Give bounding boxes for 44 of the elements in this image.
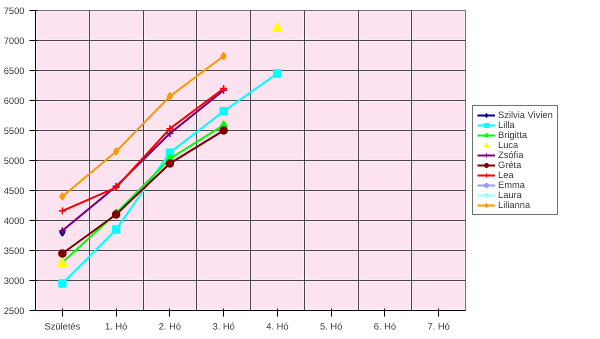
- point: [58, 249, 67, 258]
- y-tick-label: 2500: [4, 306, 25, 316]
- legend-label: Szilvia Vivien: [498, 110, 553, 120]
- y-tick-label: 4500: [4, 186, 25, 196]
- legend-label: Brigitta: [498, 130, 528, 140]
- y-tick-label: 7500: [4, 6, 25, 16]
- x-tick-label: 4. Hó: [266, 322, 289, 332]
- point: [219, 126, 228, 135]
- legend-label: Luca: [498, 140, 518, 150]
- x-tick-label: 6. Hó: [374, 322, 396, 332]
- point: [112, 225, 120, 234]
- y-tick-label: 6500: [4, 66, 25, 76]
- legend-label: Lilla: [498, 120, 516, 130]
- point: [220, 52, 227, 60]
- legend-label: Gréta: [498, 160, 522, 170]
- point: [112, 210, 120, 219]
- legend-label: Lilianna: [498, 200, 530, 210]
- legend-label: Lea: [498, 170, 515, 180]
- x-tick-label: 5. Hó: [320, 322, 342, 332]
- y-tick-label: 5000: [4, 156, 25, 166]
- point: [113, 147, 120, 156]
- legend-label: Emma: [498, 180, 525, 190]
- point: [219, 107, 228, 116]
- legend-label: Zsófia: [498, 150, 524, 160]
- y-tick-label: 7000: [4, 36, 25, 46]
- legend-label: Laura: [498, 190, 522, 200]
- x-tick-label: 2. Hó: [158, 322, 182, 332]
- y-tick-label: 4000: [4, 216, 25, 226]
- y-tick-label: 5500: [4, 126, 25, 136]
- point: [272, 22, 283, 32]
- point: [166, 124, 174, 133]
- y-tick-label: 6000: [4, 96, 25, 106]
- x-tick-label: 3. Hó: [212, 322, 235, 332]
- point: [166, 159, 174, 168]
- point: [273, 69, 282, 78]
- x-tick-label: 1. Hó: [104, 322, 128, 332]
- point: [58, 279, 67, 288]
- y-tick-label: 3500: [4, 246, 25, 256]
- x-tick-label: 7. Hó: [427, 322, 450, 332]
- point: [166, 129, 174, 138]
- point: [166, 92, 173, 101]
- y-tick-label: 3000: [4, 276, 25, 286]
- point: [59, 192, 66, 201]
- x-tick-label: Születés: [44, 322, 81, 332]
